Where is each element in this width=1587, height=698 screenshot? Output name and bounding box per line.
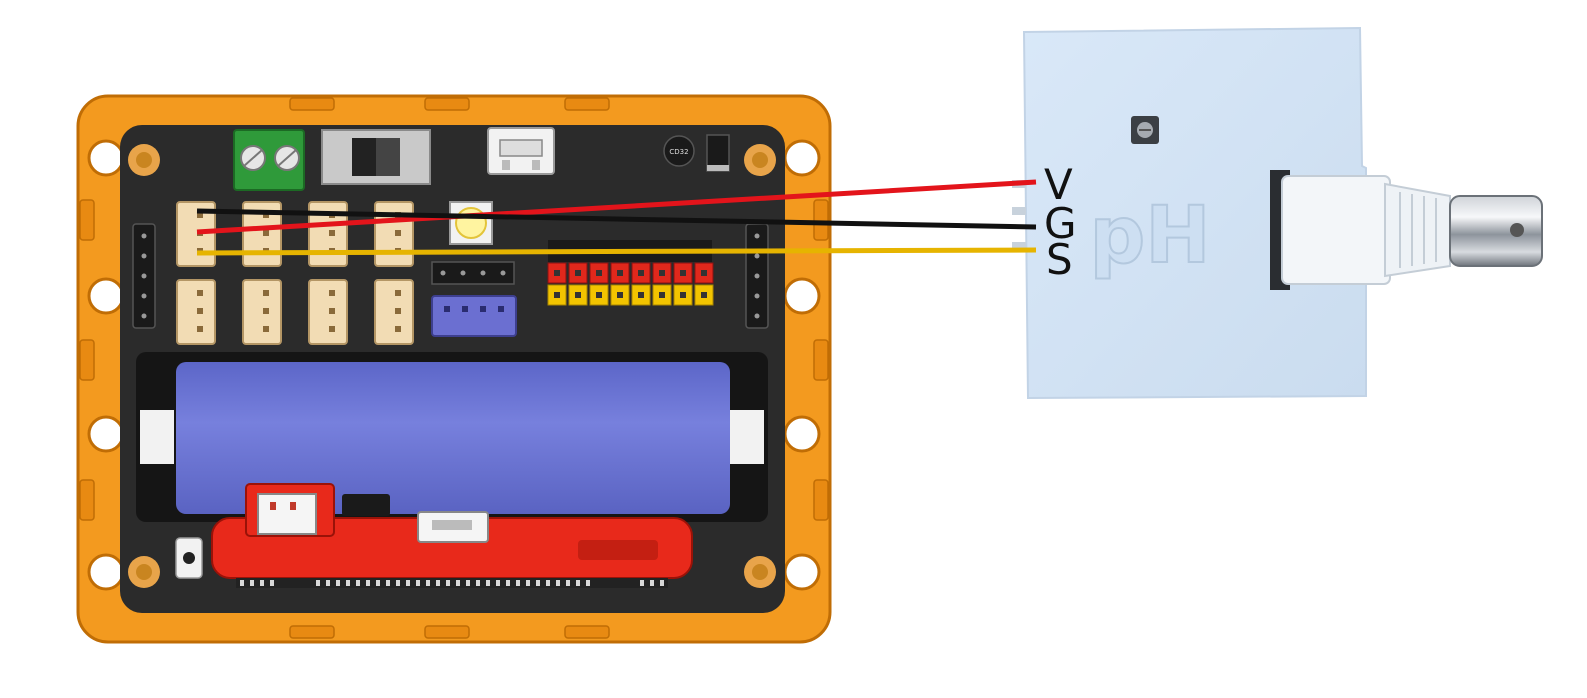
screw-terminal xyxy=(233,129,305,191)
capacitor-component: CD32 xyxy=(663,135,695,167)
rgb-led xyxy=(449,201,493,245)
frame-holes xyxy=(87,139,821,591)
side-header-pins xyxy=(141,233,760,319)
purple-connector xyxy=(431,295,517,337)
wire-s xyxy=(196,247,1037,256)
battery xyxy=(176,362,730,514)
chip-marking: CD32 xyxy=(669,148,688,156)
ph-sensor-module: pH xyxy=(1012,26,1367,400)
module-pins xyxy=(1012,180,1026,250)
gpio-header xyxy=(547,240,714,306)
microbit-board xyxy=(175,483,693,588)
usb-port xyxy=(487,127,555,175)
pin-label-g: G xyxy=(1044,199,1077,248)
battery-holder xyxy=(136,352,768,522)
module-body xyxy=(1022,26,1367,400)
frame-ridges xyxy=(79,97,829,639)
small-header xyxy=(431,261,515,285)
mounting-holes xyxy=(128,144,776,588)
slide-switch xyxy=(321,129,431,185)
bnc-connector xyxy=(1270,170,1543,290)
ph-marking: pH xyxy=(1089,191,1210,281)
wire-g xyxy=(196,208,1037,230)
expansion-board: CD32 xyxy=(76,94,832,644)
pin-label-s: S xyxy=(1046,235,1073,284)
wire-v xyxy=(196,179,1037,235)
wires xyxy=(196,179,1037,256)
diode-component xyxy=(706,134,730,172)
pin-label-v: V xyxy=(1044,160,1073,209)
